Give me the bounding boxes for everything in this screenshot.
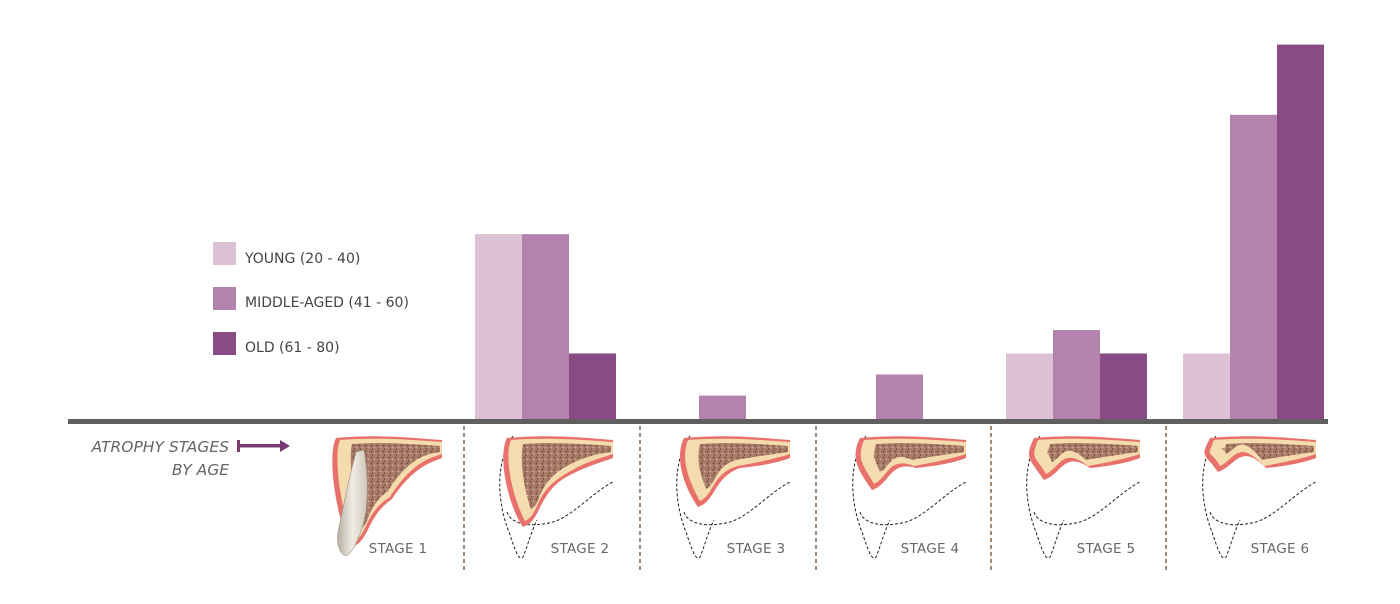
cancellous-bone: [350, 443, 440, 529]
bar-stage-5-old: [1100, 353, 1147, 419]
dashed-outline-ridge: [1033, 481, 1141, 526]
dashed-outline-ridge: [683, 481, 791, 526]
dashed-outline-ridge: [506, 481, 614, 526]
cancellous-bone: [873, 443, 964, 472]
bar-stage-4-middle-aged: [876, 374, 923, 419]
legend-item-middle-aged: MIDDLE-AGED (41 - 60): [213, 287, 409, 311]
baseline: [68, 419, 1328, 424]
stage-label-6: STAGE 6: [1251, 541, 1310, 557]
dashed-outline-tooth: [1202, 435, 1241, 559]
row-label-line-2: BY AGE: [172, 461, 229, 479]
dashed-outline-ridge: [859, 481, 967, 526]
stage-dividers: [463, 426, 1167, 572]
cancellous-bone: [1047, 443, 1138, 462]
stage-illustration-4: [852, 435, 967, 559]
stage-label-5: STAGE 5: [1077, 541, 1136, 557]
legend-label-young: YOUNG (20 - 40): [244, 251, 360, 267]
cancellous-bone: [1222, 443, 1314, 460]
legend-swatch-old: [213, 332, 236, 355]
stage-illustration-5: [1026, 435, 1141, 559]
stage-illustrations: [332, 435, 1317, 559]
bar-stage-6-old: [1277, 44, 1324, 419]
legend: YOUNG (20 - 40) MIDDLE-AGED (41 - 60) OL…: [213, 242, 409, 356]
stage-label-2: STAGE 2: [551, 541, 610, 557]
dashed-outline-tooth: [1026, 435, 1065, 559]
stage-labels: STAGE 1 STAGE 2 STAGE 3 STAGE 4 STAGE 5 STAGE…: [369, 541, 1310, 557]
arrow-icon: [237, 440, 290, 452]
bar-stage-2-middle-aged: [522, 234, 569, 419]
legend-label-old: OLD (61 - 80): [245, 340, 340, 356]
bar-stage-3-middle-aged: [699, 395, 746, 419]
legend-item-young: YOUNG (20 - 40): [213, 242, 360, 267]
stage-label-4: STAGE 4: [901, 541, 960, 557]
dashed-outline-tooth: [499, 435, 538, 559]
bar-stage-5-young: [1006, 353, 1053, 419]
bar-stage-6-middle-aged: [1230, 114, 1277, 420]
cancellous-bone: [521, 443, 611, 509]
stage-label-1: STAGE 1: [369, 541, 428, 557]
legend-label-middle-aged: MIDDLE-AGED (41 - 60): [245, 295, 409, 311]
cancellous-bone: [698, 443, 788, 489]
row-label: ATROPHY STAGES BY AGE: [91, 438, 230, 479]
stage-illustration-3: [676, 435, 791, 559]
dashed-outline-tooth: [852, 435, 891, 559]
stage-label-3: STAGE 3: [727, 541, 786, 557]
bar-stage-2-old: [569, 353, 616, 419]
bar-stage-2-young: [475, 234, 522, 419]
legend-item-old: OLD (61 - 80): [213, 332, 340, 356]
row-label-line-1: ATROPHY STAGES: [91, 438, 230, 456]
stage-illustration-6: [1202, 435, 1317, 559]
stage-illustration-2: [499, 435, 614, 559]
dashed-outline-tooth: [676, 435, 715, 559]
tooth: [337, 449, 368, 557]
stage-illustration-1: [332, 436, 442, 557]
bar-stage-6-young: [1183, 353, 1230, 419]
legend-swatch-young: [213, 242, 236, 265]
bars-layer: [475, 44, 1324, 420]
legend-swatch-middle-aged: [213, 287, 236, 310]
bar-stage-5-middle-aged: [1053, 330, 1100, 419]
dashed-outline-ridge: [1209, 481, 1317, 526]
